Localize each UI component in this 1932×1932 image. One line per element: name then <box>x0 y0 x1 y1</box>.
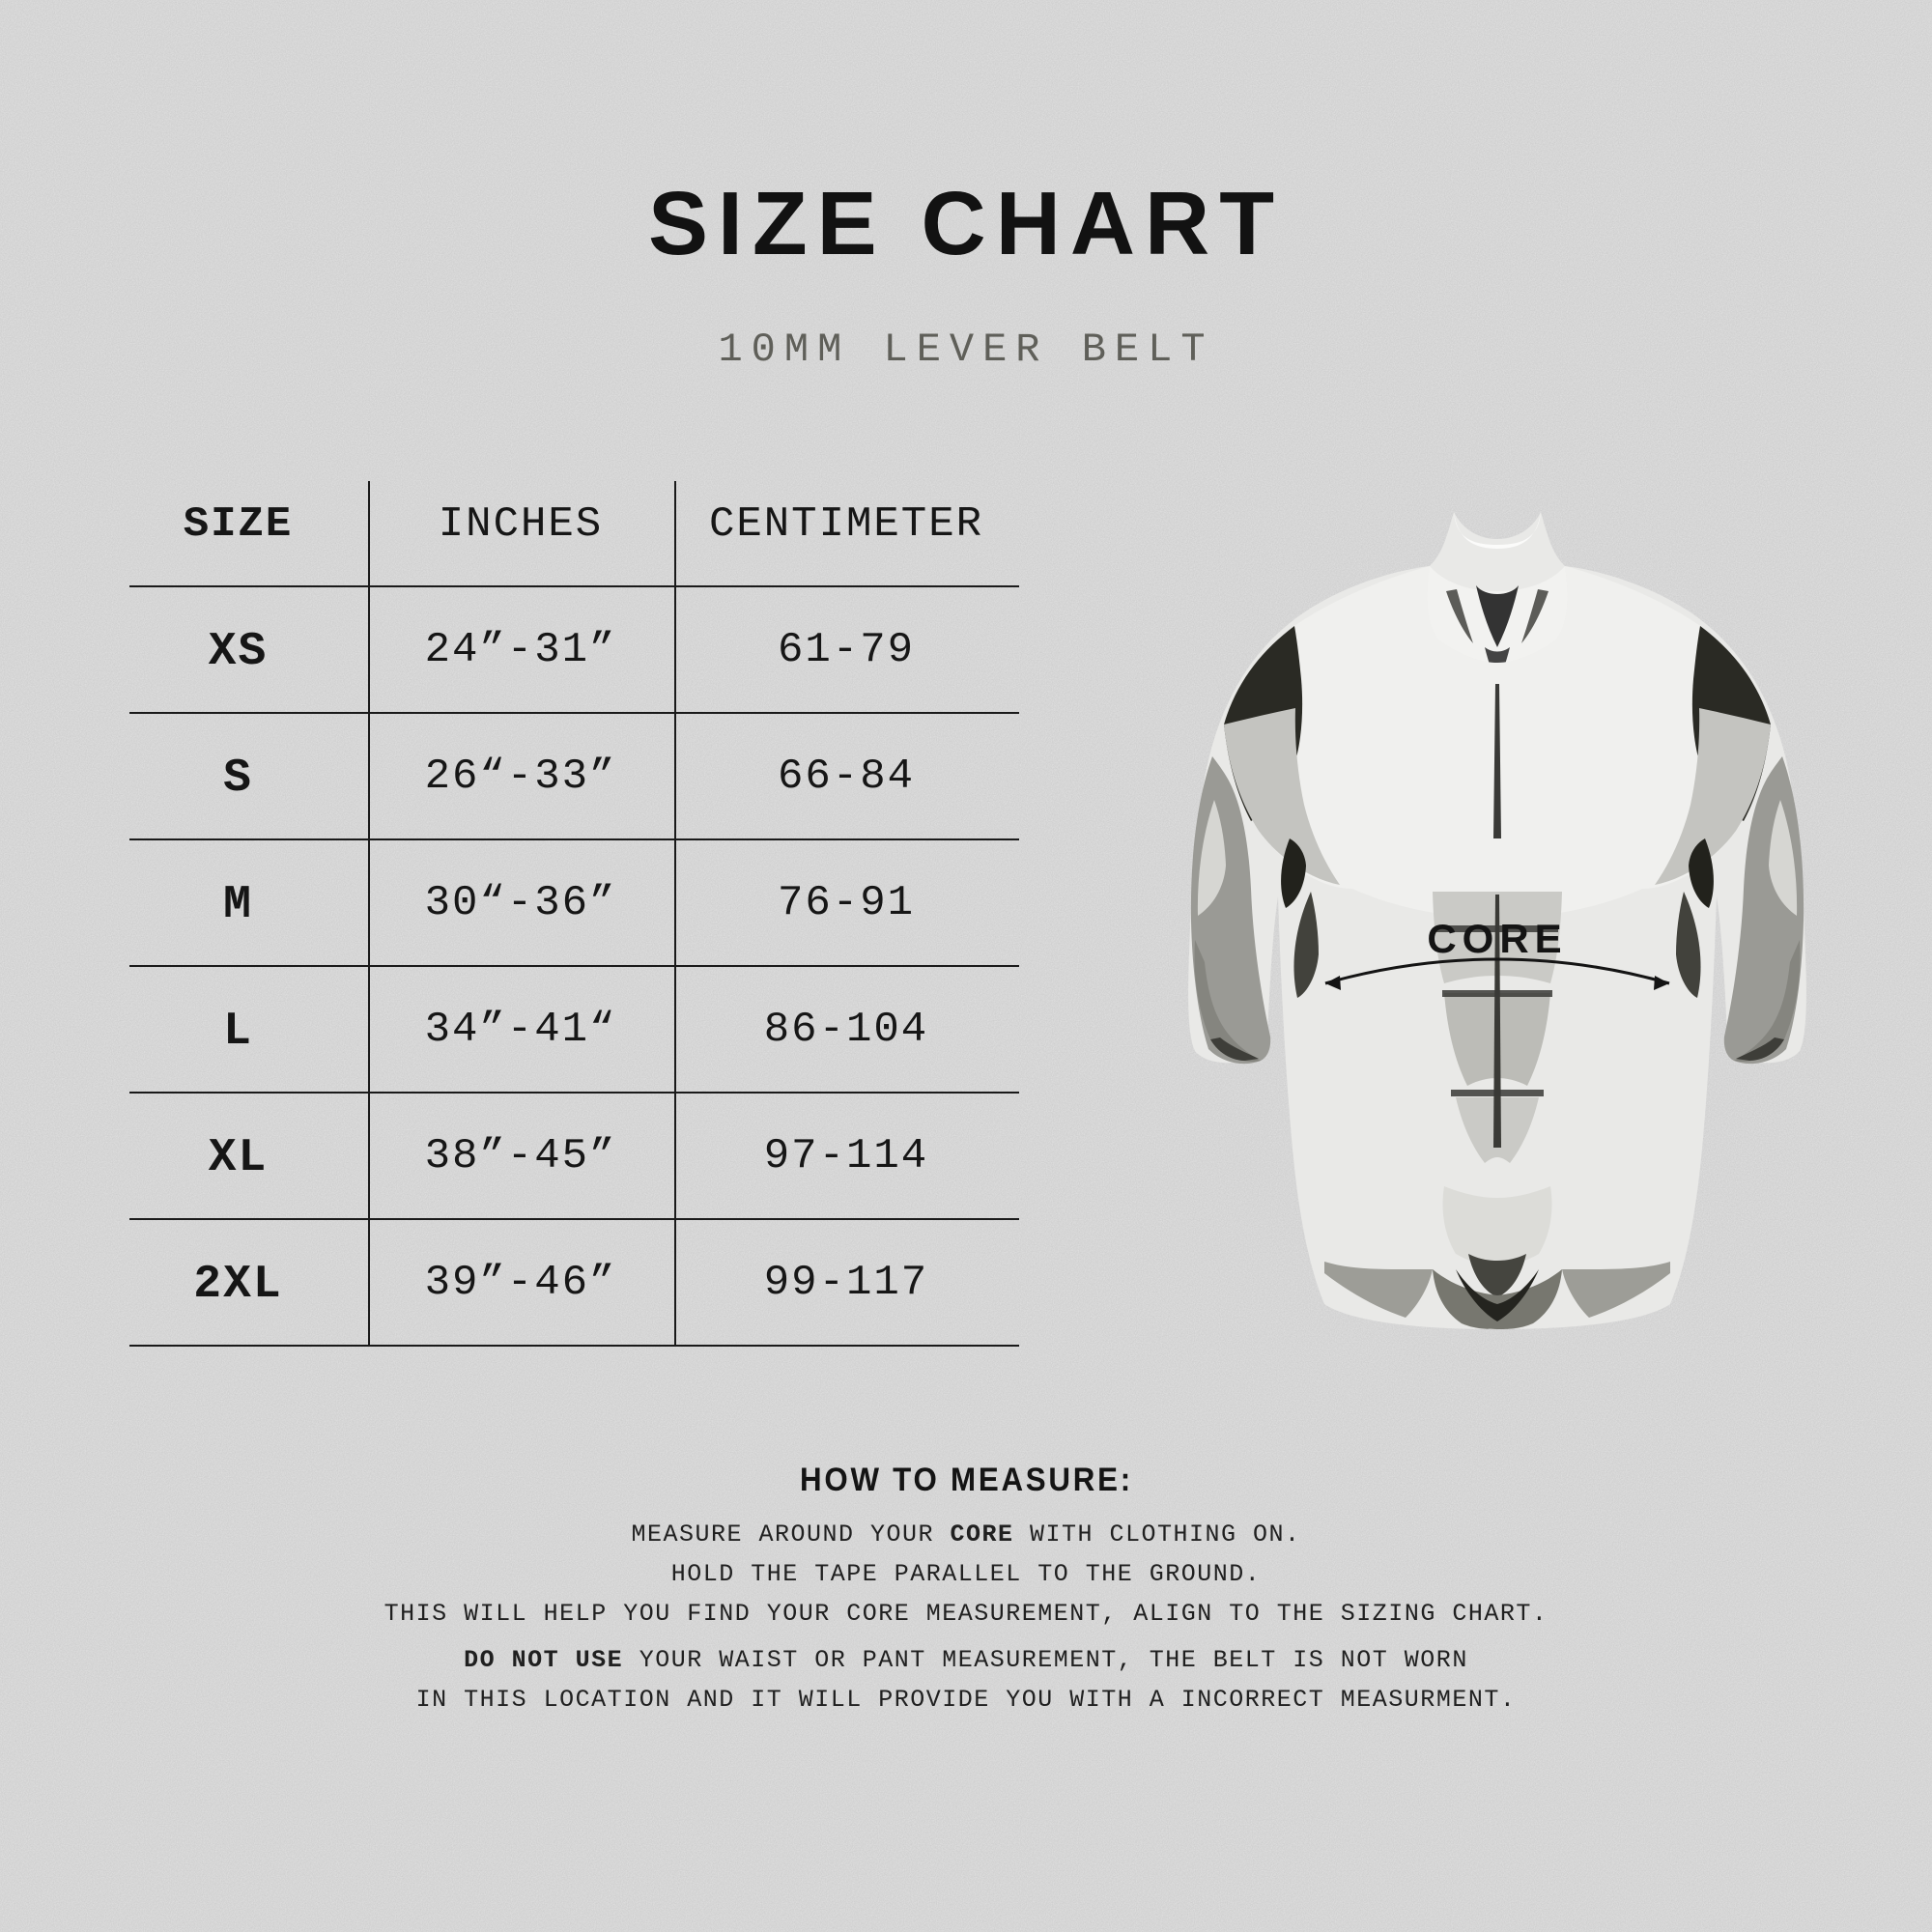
svg-text:CORE: CORE <box>1427 916 1567 961</box>
